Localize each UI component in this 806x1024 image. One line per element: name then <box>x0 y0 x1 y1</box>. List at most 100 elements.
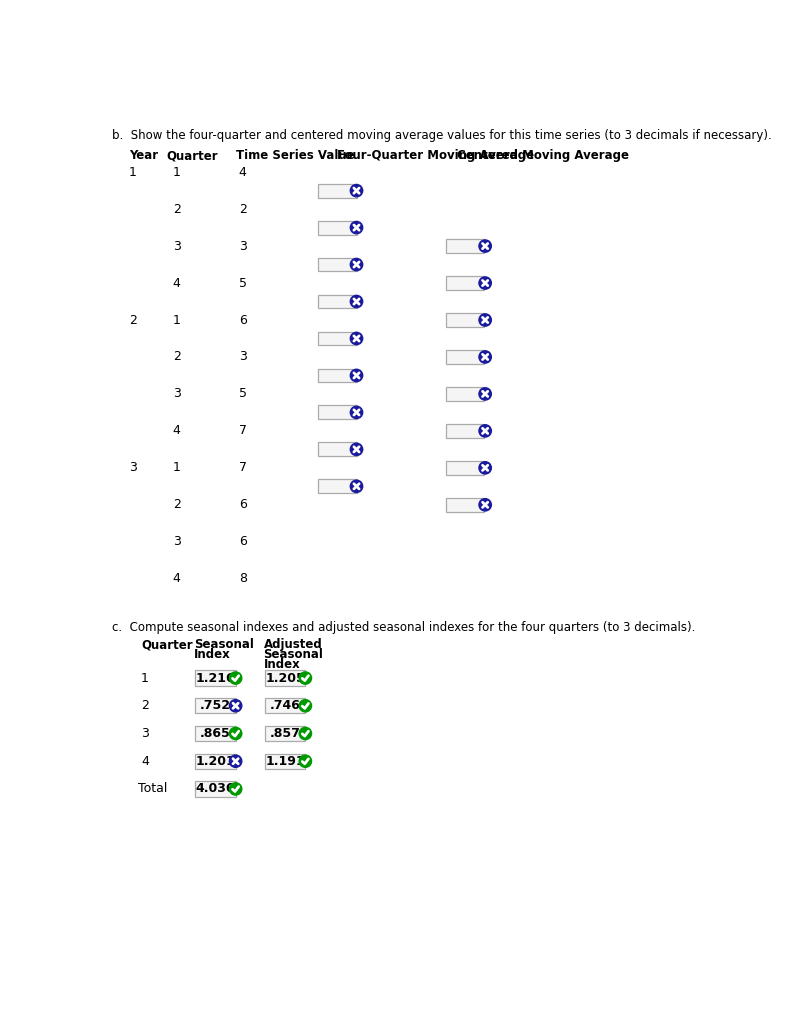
Text: 6: 6 <box>239 499 247 511</box>
Text: 2: 2 <box>239 203 247 216</box>
Text: Centered Moving Average: Centered Moving Average <box>457 150 629 162</box>
Circle shape <box>479 276 492 289</box>
FancyBboxPatch shape <box>446 350 484 364</box>
Text: 4: 4 <box>172 424 181 437</box>
FancyBboxPatch shape <box>265 726 305 741</box>
Text: 8: 8 <box>239 572 247 586</box>
Text: 1: 1 <box>172 313 181 327</box>
Circle shape <box>230 782 242 795</box>
Circle shape <box>351 295 363 307</box>
Text: 4: 4 <box>172 276 181 290</box>
Circle shape <box>479 351 492 364</box>
Text: 3: 3 <box>172 240 181 253</box>
Text: Index: Index <box>193 648 231 662</box>
Text: 3: 3 <box>172 536 181 548</box>
FancyBboxPatch shape <box>446 276 484 290</box>
Text: b.  Show the four-quarter and centered moving average values for this time serie: b. Show the four-quarter and centered mo… <box>111 129 771 142</box>
Text: 2: 2 <box>172 499 181 511</box>
Text: Adjusted: Adjusted <box>264 638 322 651</box>
FancyBboxPatch shape <box>318 369 356 382</box>
FancyBboxPatch shape <box>446 498 484 512</box>
Circle shape <box>479 425 492 437</box>
FancyBboxPatch shape <box>318 258 356 271</box>
Circle shape <box>230 727 242 739</box>
FancyBboxPatch shape <box>318 479 356 494</box>
Text: 2: 2 <box>129 313 136 327</box>
Text: 7: 7 <box>239 462 247 474</box>
Circle shape <box>230 699 242 712</box>
Text: 4: 4 <box>141 755 149 768</box>
Circle shape <box>479 313 492 327</box>
Text: 4.036: 4.036 <box>196 782 235 796</box>
Text: 7: 7 <box>239 424 247 437</box>
Circle shape <box>230 755 242 767</box>
Circle shape <box>230 672 242 684</box>
Text: Seasonal: Seasonal <box>193 638 254 651</box>
Circle shape <box>351 333 363 345</box>
Text: 2: 2 <box>172 350 181 364</box>
Text: .857: .857 <box>270 727 301 740</box>
Text: Year: Year <box>129 150 158 162</box>
Text: .746: .746 <box>270 699 301 713</box>
Circle shape <box>351 370 363 382</box>
FancyBboxPatch shape <box>318 332 356 345</box>
Circle shape <box>479 388 492 400</box>
Text: 3: 3 <box>129 462 136 474</box>
Text: 1: 1 <box>172 462 181 474</box>
Circle shape <box>351 258 363 270</box>
Text: 4: 4 <box>172 572 181 586</box>
Text: 1: 1 <box>172 166 181 178</box>
Text: 3: 3 <box>172 387 181 400</box>
Text: 5: 5 <box>239 276 247 290</box>
FancyBboxPatch shape <box>195 781 235 797</box>
FancyBboxPatch shape <box>318 442 356 457</box>
Text: 1.216: 1.216 <box>196 672 235 685</box>
Text: c.  Compute seasonal indexes and adjusted seasonal indexes for the four quarters: c. Compute seasonal indexes and adjusted… <box>111 622 695 634</box>
FancyBboxPatch shape <box>446 424 484 438</box>
FancyBboxPatch shape <box>446 240 484 253</box>
Text: Total: Total <box>138 782 168 796</box>
FancyBboxPatch shape <box>195 698 235 714</box>
Circle shape <box>351 443 363 456</box>
FancyBboxPatch shape <box>195 754 235 769</box>
Text: 2: 2 <box>172 203 181 216</box>
Text: 4: 4 <box>239 166 247 178</box>
Circle shape <box>351 480 363 493</box>
Text: 2: 2 <box>141 699 149 713</box>
Text: 1.201: 1.201 <box>196 755 235 768</box>
Text: 1: 1 <box>141 672 149 685</box>
Circle shape <box>299 727 312 739</box>
Text: 6: 6 <box>239 536 247 548</box>
Circle shape <box>351 221 363 233</box>
Text: 6: 6 <box>239 313 247 327</box>
Circle shape <box>479 240 492 252</box>
Text: 3: 3 <box>239 350 247 364</box>
Text: 3: 3 <box>239 240 247 253</box>
Circle shape <box>299 699 312 712</box>
FancyBboxPatch shape <box>446 313 484 327</box>
Circle shape <box>479 499 492 511</box>
FancyBboxPatch shape <box>265 754 305 769</box>
Text: 1: 1 <box>129 166 136 178</box>
FancyBboxPatch shape <box>446 461 484 475</box>
Circle shape <box>351 184 363 197</box>
Text: 5: 5 <box>239 387 247 400</box>
Circle shape <box>479 462 492 474</box>
FancyBboxPatch shape <box>265 698 305 714</box>
FancyBboxPatch shape <box>318 406 356 420</box>
Text: 3: 3 <box>141 727 149 740</box>
Text: Quarter: Quarter <box>141 638 193 651</box>
Text: Quarter: Quarter <box>167 150 218 162</box>
Text: Index: Index <box>264 658 301 671</box>
FancyBboxPatch shape <box>446 387 484 400</box>
FancyBboxPatch shape <box>318 295 356 308</box>
Text: .865: .865 <box>200 727 231 740</box>
FancyBboxPatch shape <box>318 220 356 234</box>
FancyBboxPatch shape <box>318 183 356 198</box>
Text: 1.205: 1.205 <box>265 672 305 685</box>
Circle shape <box>351 407 363 419</box>
Text: Seasonal: Seasonal <box>264 648 323 662</box>
Circle shape <box>299 755 312 767</box>
Text: 1.191: 1.191 <box>265 755 305 768</box>
Text: .752: .752 <box>200 699 231 713</box>
